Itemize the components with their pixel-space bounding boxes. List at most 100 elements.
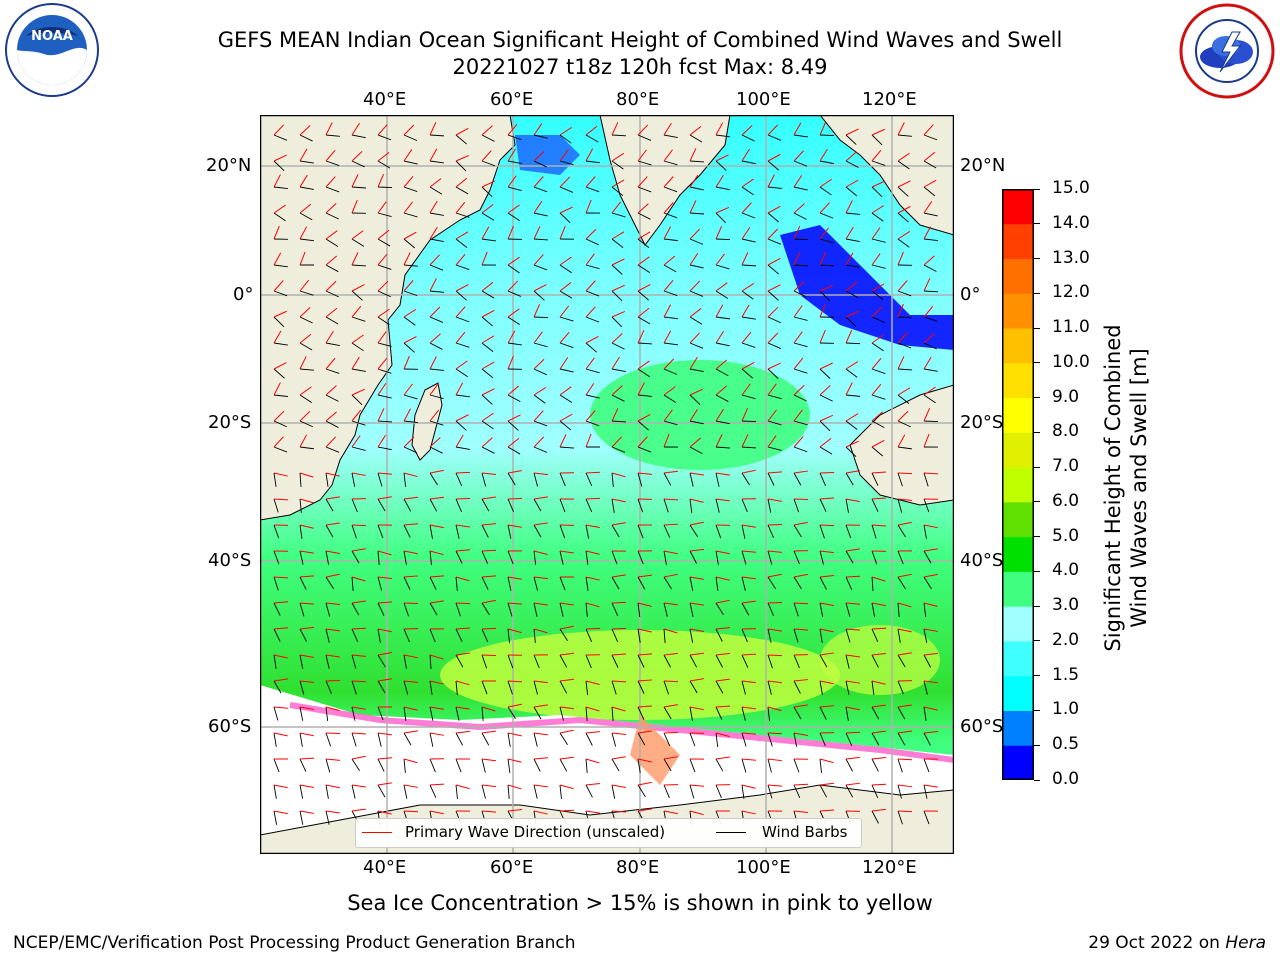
wave-direction-arrow: [533, 201, 543, 214]
wind-barb: [273, 368, 285, 379]
wind-barb: [299, 602, 305, 617]
wave-direction-arrow: [455, 360, 468, 370]
wave-direction-arrow: [611, 231, 625, 240]
wind-barb: [481, 472, 487, 487]
wind-barb: [793, 264, 808, 267]
map-subtitle: 20221027 t18z 120h fcst Max: 8.49: [452, 55, 828, 79]
wind-barb: [507, 394, 521, 403]
wave-direction-arrow: [507, 280, 519, 292]
wind-barb: [767, 524, 775, 539]
wind-barb: [663, 368, 678, 375]
wave-direction-arrow: [715, 304, 724, 318]
wave-direction-arrow: [429, 409, 440, 422]
wind-barb: [897, 576, 906, 590]
wind-barb: [429, 420, 444, 426]
wind-barb: [611, 524, 620, 538]
wave-direction-arrow: [403, 436, 415, 448]
wind-barb: [533, 732, 538, 747]
colorbar-tick-label: 6.0: [1052, 490, 1080, 511]
wave-direction-arrow: [741, 600, 756, 604]
wave-direction-arrow: [923, 784, 938, 788]
lat-tick-left-60s: 60°S: [208, 716, 252, 737]
wave-direction-arrow: [793, 385, 805, 396]
wind-barb: [793, 628, 799, 643]
wind-barb: [351, 290, 363, 301]
wind-barb: [793, 368, 808, 374]
wave-direction-arrow: [845, 680, 860, 684]
wind-barb: [325, 134, 340, 137]
wind-barb: [507, 446, 521, 455]
wind-barb: [351, 758, 360, 772]
wind-barb: [455, 446, 470, 450]
wind-barb: [507, 576, 512, 591]
wave-direction-arrow: [897, 758, 913, 761]
wave-direction-arrow: [325, 550, 340, 555]
wave-direction-arrow: [403, 706, 418, 711]
wind-barb: [715, 706, 723, 720]
wind-barb: [299, 810, 304, 825]
wave-direction-arrow: [611, 574, 626, 578]
wind-barb: [845, 290, 859, 299]
wind-barb: [767, 628, 772, 643]
wave-direction-arrow: [533, 303, 541, 318]
wind-barb: [741, 550, 747, 565]
wave-direction-arrow: [923, 680, 938, 684]
wave-direction-arrow: [299, 307, 311, 318]
wind-barb: [455, 576, 458, 591]
wave-direction-arrow: [325, 602, 340, 605]
wind-barb: [663, 316, 678, 320]
wave-direction-arrow: [611, 732, 626, 736]
colorbar-tick-label: 14.0: [1052, 212, 1090, 233]
wind-barb: [741, 186, 754, 196]
wave-direction-arrow: [611, 522, 626, 526]
wind-barb: [611, 602, 619, 616]
wind-barb: [273, 732, 277, 747]
wave-direction-arrow: [845, 252, 854, 266]
wave-direction-arrow: [585, 125, 598, 136]
wave-direction-arrow: [923, 548, 938, 552]
wave-direction-arrow: [845, 310, 859, 318]
india-land: [599, 115, 731, 246]
wave-direction-arrow: [767, 784, 782, 787]
wave-direction-arrow: [533, 810, 548, 815]
wave-direction-arrow: [767, 174, 775, 188]
wind-barb: [637, 524, 644, 539]
wind-barb: [455, 550, 463, 564]
wave-direction-arrow: [689, 810, 704, 816]
wind-barb: [897, 368, 912, 371]
wave-direction-arrow: [325, 176, 336, 188]
colorbar-tick-mark: [1034, 223, 1040, 225]
wave-direction-arrow: [663, 731, 679, 734]
wave-direction-arrow: [507, 524, 522, 528]
wave-direction-arrow: [871, 783, 887, 786]
wave-direction-arrow: [559, 550, 574, 554]
wind-barb: [923, 264, 937, 272]
wave-direction-arrow: [871, 704, 886, 708]
wind-barb: [793, 446, 808, 453]
wind-barb: [325, 238, 339, 247]
wind-barb: [403, 342, 415, 353]
wind-barb: [351, 680, 357, 695]
wind-barb: [819, 628, 823, 643]
wave-direction-arrow: [663, 680, 679, 683]
wind-barb: [403, 654, 407, 669]
wave-direction-arrow: [377, 810, 392, 815]
wind-barb: [689, 758, 696, 773]
wave-direction-arrow: [741, 576, 756, 580]
wind-barb: [923, 758, 930, 773]
wind-barb: [793, 654, 800, 669]
wave-direction-arrow: [611, 284, 625, 292]
wave-direction-arrow: [715, 599, 730, 604]
wave-direction-arrow: [611, 784, 626, 788]
wind-barb: [741, 706, 746, 721]
wind-barb: [429, 680, 433, 695]
wind-barb: [559, 212, 571, 224]
wind-barb: [585, 498, 593, 512]
colorbar-segment: [1002, 571, 1034, 607]
wind-barb: [455, 472, 463, 486]
wave-direction-arrow: [663, 409, 673, 422]
wind-barb: [559, 342, 574, 349]
wave-direction-arrow: [403, 758, 418, 764]
wave-direction-arrow: [507, 204, 520, 214]
wave-direction-arrow: [507, 576, 522, 580]
